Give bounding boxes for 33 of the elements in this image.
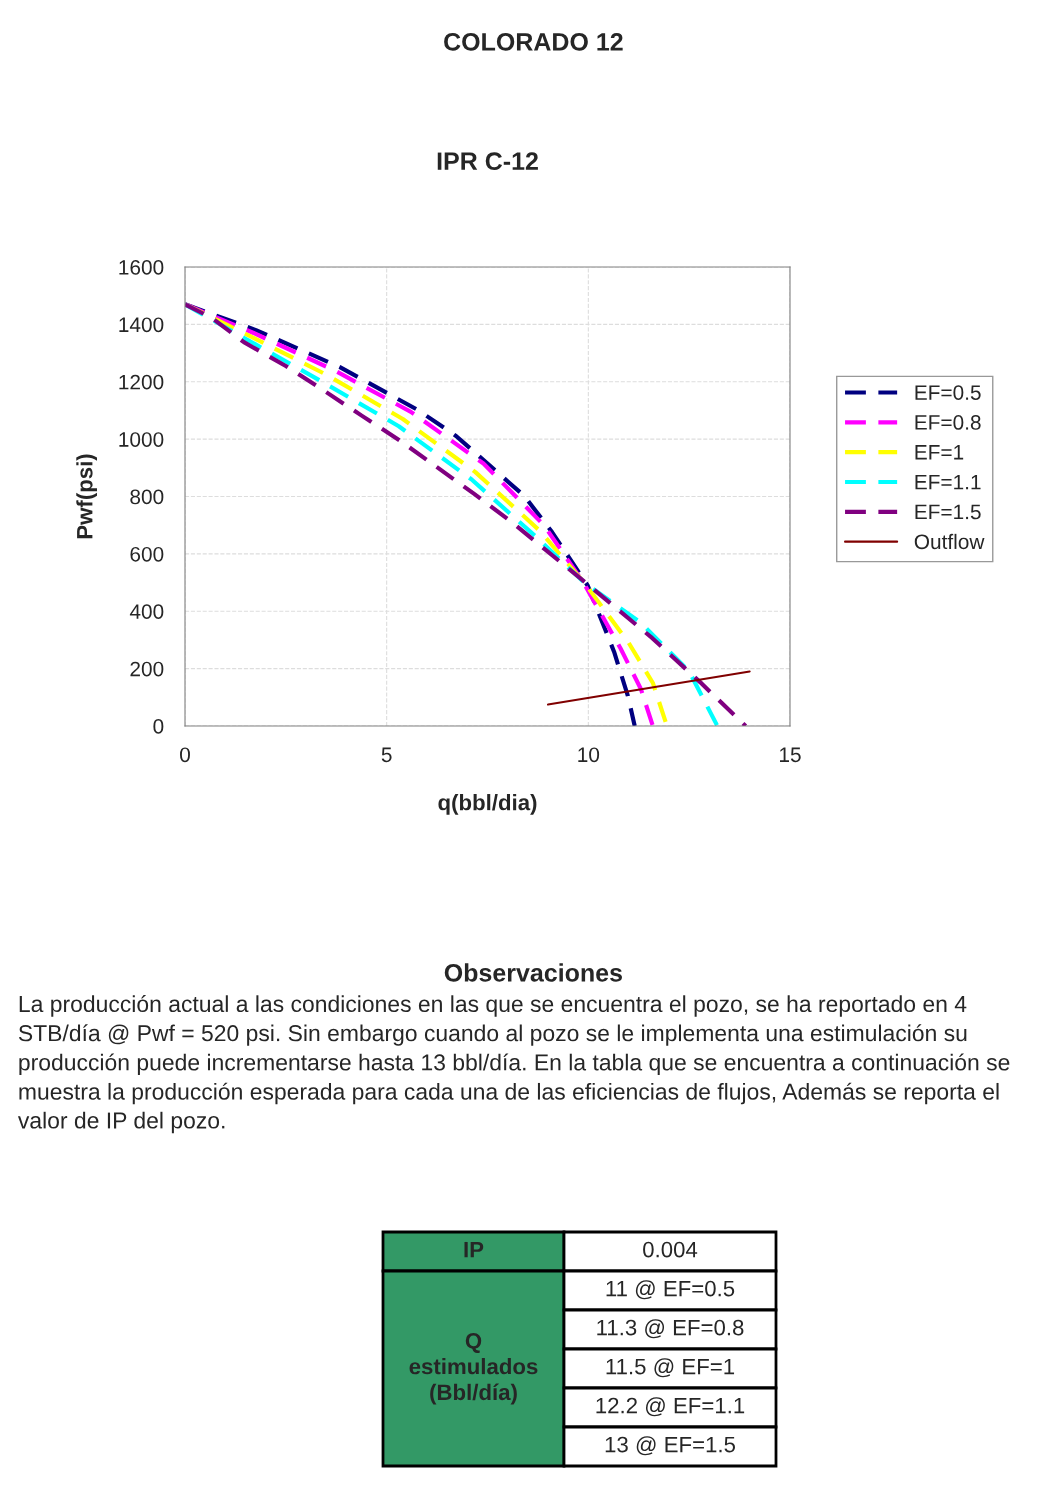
legend-label: EF=1.1: [915, 474, 981, 490]
y-tick-label: 1600: [119, 260, 164, 275]
x-axis-title: q(bbl/dia): [438, 794, 537, 815]
legend-label: EF=0.5: [915, 385, 981, 400]
text: COLORADO 12: [444, 33, 623, 51]
y-tick-label: 1000: [119, 432, 164, 447]
text: 11.5 @ EF=1: [606, 1358, 735, 1378]
y-axis-title: Pwf(psi): [76, 454, 97, 539]
text: Observaciones: [444, 963, 622, 982]
legend-label: EF=1.5: [915, 504, 981, 520]
text: La producción actual a las condiciones en las que se encuentra el pozo, se ha reportado en 4 STB/día @ Pwf = 520 psi. Sin embargo cuando al pozo se le implementa una estimulación su producción puede incrementarse hasta 13 bbl/día. En la tabla que se encuentra a continuación se muestra la producción esperada para cada una de las eficiencias de flujos, Además se reporta el valor de IP del pozo.: [17, 995, 1010, 1134]
text: Q estimulados (Bbl/día): [409, 1333, 538, 1405]
chart-title: IPR C-12: [437, 152, 538, 171]
y-tick-label: 800: [130, 489, 164, 505]
text: 11 @ EF=0.5: [606, 1280, 735, 1300]
y-tick-label: 600: [130, 546, 164, 562]
text: 0.004: [643, 1241, 698, 1258]
x-tick-label: 15: [780, 747, 801, 763]
legend-label: EF=1: [915, 445, 964, 460]
legend-label: Outflow: [914, 533, 985, 550]
y-tick-label: 1400: [119, 317, 164, 333]
text: IP: [464, 1241, 484, 1258]
text: 12.2 @ EF=1.1: [596, 1397, 745, 1417]
x-tick-label: 5: [381, 747, 392, 763]
x-tick-label: 0: [180, 747, 190, 763]
y-tick-label: 0: [153, 719, 164, 734]
legend-label: EF=0.8: [915, 415, 981, 430]
y-tick-label: 1200: [119, 374, 164, 390]
x-tick-label: 10: [578, 747, 600, 763]
text: 11.3 @ EF=0.8: [597, 1319, 744, 1339]
y-tick-label: 400: [129, 604, 164, 619]
text: 13 @ EF=1.5: [605, 1436, 736, 1456]
y-tick-label: 200: [130, 661, 164, 677]
